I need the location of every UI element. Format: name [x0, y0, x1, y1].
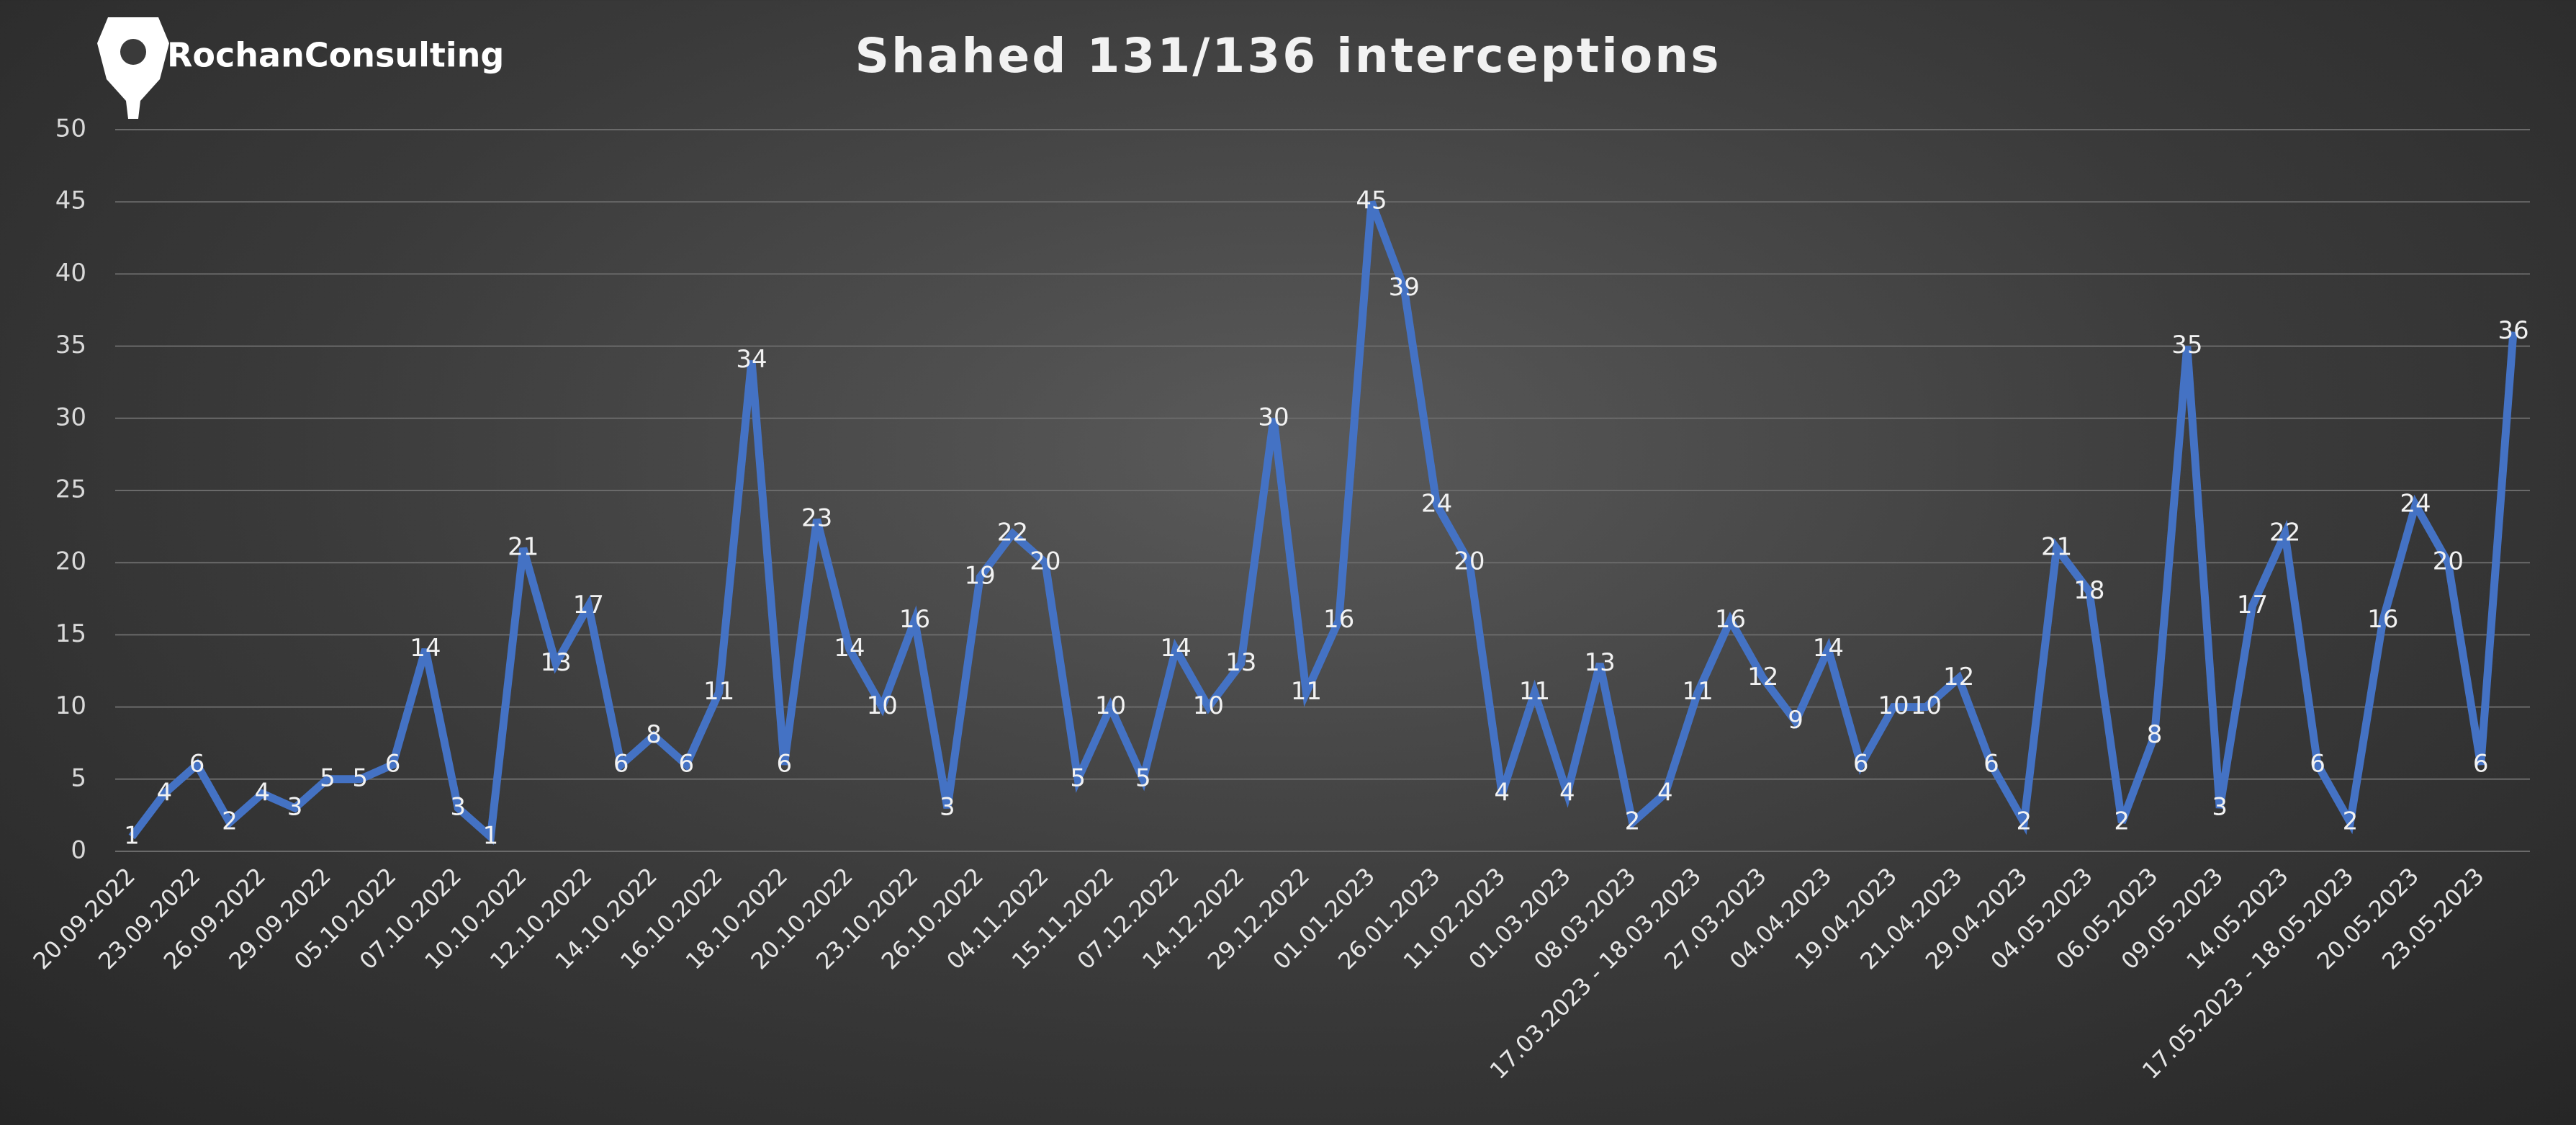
data-label: 36: [2498, 316, 2528, 345]
data-label: 30: [1258, 403, 1289, 431]
data-label: 23: [801, 504, 832, 533]
data-label: 3: [450, 792, 466, 821]
y-tick-label: 10: [55, 691, 86, 720]
data-label: 8: [646, 720, 662, 749]
data-label: 4: [1559, 778, 1575, 807]
data-label: 1: [483, 821, 499, 850]
data-label: 45: [1356, 187, 1387, 215]
y-tick-label: 25: [55, 475, 86, 504]
data-label: 21: [2041, 533, 2072, 562]
data-label: 4: [1657, 778, 1673, 807]
data-label: 10: [1193, 691, 1224, 720]
data-label: 11: [703, 677, 734, 706]
data-label: 6: [1853, 749, 1869, 778]
data-label: 35: [2171, 331, 2202, 359]
data-label: 19: [965, 562, 996, 591]
data-label: 6: [385, 749, 401, 778]
data-label: 5: [320, 763, 335, 792]
data-label: 11: [1519, 677, 1550, 706]
data-label: 13: [540, 648, 571, 677]
data-label: 10: [1911, 691, 1942, 720]
data-label: 11: [1682, 677, 1713, 706]
y-tick-label: 15: [55, 619, 86, 648]
data-label: 20: [1454, 547, 1485, 576]
data-label: 5: [352, 763, 368, 792]
data-label: 20: [2433, 547, 2464, 576]
data-label: 3: [2212, 792, 2228, 821]
data-label: 13: [1225, 648, 1256, 677]
data-label: 2: [2343, 807, 2359, 835]
data-label: 3: [287, 792, 303, 821]
data-label: 14: [1813, 634, 1844, 663]
data-label: 2: [2016, 807, 2032, 835]
data-label: 14: [410, 634, 441, 663]
data-label: 16: [899, 605, 930, 634]
data-label: 18: [2073, 576, 2104, 605]
data-label: 24: [1421, 490, 1452, 519]
data-label: 21: [508, 533, 539, 562]
data-label: 14: [834, 634, 865, 663]
data-label: 39: [1389, 273, 1420, 302]
data-label: 16: [2367, 605, 2398, 634]
data-label: 8: [2147, 720, 2163, 749]
data-label: 3: [940, 792, 955, 821]
logo: RochanConsulting: [97, 17, 504, 119]
data-label: 17: [573, 591, 604, 619]
y-tick-label: 40: [55, 259, 86, 287]
data-label: 9: [1788, 706, 1803, 735]
y-tick-label: 35: [55, 331, 86, 359]
data-label: 2: [2114, 807, 2130, 835]
data-label: 22: [2269, 519, 2300, 547]
data-label: 20: [1030, 547, 1060, 576]
data-label: 11: [1291, 677, 1322, 706]
data-label: 16: [1715, 605, 1746, 634]
data-label: 24: [2400, 490, 2431, 519]
data-label: 4: [156, 778, 172, 807]
data-label: 6: [2310, 749, 2325, 778]
y-tick-label: 0: [71, 836, 86, 865]
data-label: 6: [1983, 749, 1999, 778]
y-tick-label: 45: [55, 187, 86, 215]
data-label: 10: [867, 691, 898, 720]
data-label: 6: [2473, 749, 2489, 778]
data-label: 2: [1625, 807, 1641, 835]
logo-icon: [97, 17, 169, 119]
data-label: 12: [1747, 663, 1778, 691]
chart-title: Shahed 131/136 interceptions: [855, 28, 1721, 84]
data-label: 5: [1135, 763, 1151, 792]
data-label: 1: [124, 821, 140, 850]
data-label: 6: [613, 749, 629, 778]
y-tick-label: 50: [55, 115, 86, 143]
data-label: 10: [1095, 691, 1126, 720]
data-label: 22: [997, 519, 1028, 547]
data-label: 6: [776, 749, 792, 778]
y-tick-label: 30: [55, 403, 86, 431]
data-label: 34: [736, 345, 767, 374]
data-label: 4: [1494, 778, 1510, 807]
data-label: 2: [222, 807, 238, 835]
brand: RochanConsulting: [167, 36, 504, 75]
data-label: 12: [1943, 663, 1974, 691]
data-label: 16: [1323, 605, 1354, 634]
y-tick-label: 20: [55, 547, 86, 576]
line: [128, 200, 2518, 846]
data-label: 13: [1585, 648, 1616, 677]
data-label: 6: [679, 749, 695, 778]
data-label: 17: [2237, 591, 2268, 619]
data-label: 4: [254, 778, 270, 807]
data-label: 14: [1160, 634, 1191, 663]
logo-icon-eye: [120, 39, 146, 65]
data-label: 10: [1878, 691, 1909, 720]
data-label: 5: [1070, 763, 1086, 792]
data-label: 6: [189, 749, 205, 778]
y-tick-label: 5: [71, 763, 86, 792]
